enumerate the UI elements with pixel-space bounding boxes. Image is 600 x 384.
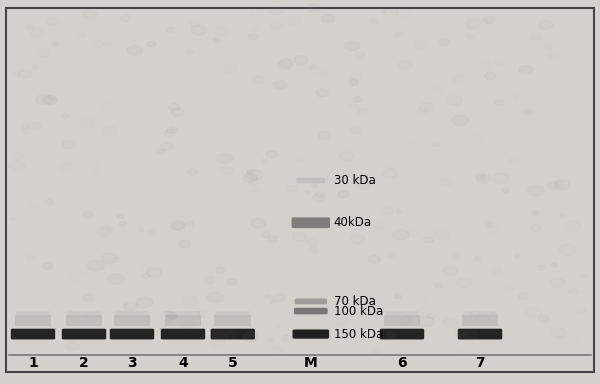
- Circle shape: [43, 96, 56, 104]
- Circle shape: [179, 240, 191, 248]
- Bar: [214, 315, 251, 326]
- Text: 6: 6: [397, 356, 407, 370]
- Circle shape: [316, 89, 328, 97]
- Circle shape: [171, 108, 184, 116]
- Bar: [461, 315, 499, 326]
- Circle shape: [294, 56, 308, 65]
- Circle shape: [214, 39, 219, 42]
- Bar: [215, 311, 250, 316]
- Circle shape: [116, 214, 124, 219]
- FancyBboxPatch shape: [295, 299, 327, 304]
- Circle shape: [170, 220, 185, 230]
- FancyBboxPatch shape: [161, 329, 205, 339]
- Circle shape: [63, 141, 76, 149]
- Circle shape: [268, 237, 277, 243]
- Bar: [164, 315, 202, 326]
- FancyBboxPatch shape: [293, 329, 329, 339]
- Text: 40kDa: 40kDa: [334, 216, 372, 229]
- Circle shape: [247, 170, 263, 180]
- Bar: [67, 311, 101, 316]
- Circle shape: [119, 222, 127, 226]
- Text: 100 kDa: 100 kDa: [334, 305, 383, 318]
- Bar: [65, 315, 103, 326]
- Bar: [14, 315, 52, 326]
- Text: 30 kDa: 30 kDa: [334, 174, 376, 187]
- Circle shape: [477, 175, 490, 184]
- Circle shape: [227, 279, 237, 285]
- FancyBboxPatch shape: [211, 329, 255, 339]
- Circle shape: [169, 103, 180, 111]
- Circle shape: [349, 79, 359, 85]
- Circle shape: [262, 232, 271, 238]
- Bar: [463, 311, 497, 316]
- FancyBboxPatch shape: [62, 329, 106, 339]
- FancyBboxPatch shape: [296, 177, 325, 183]
- FancyBboxPatch shape: [292, 217, 330, 228]
- Circle shape: [251, 218, 265, 228]
- Bar: [385, 311, 419, 316]
- Circle shape: [268, 338, 272, 341]
- Text: 150 kDa: 150 kDa: [334, 328, 383, 341]
- Circle shape: [424, 237, 433, 243]
- Circle shape: [136, 297, 153, 308]
- Bar: [383, 315, 421, 326]
- Bar: [113, 315, 151, 326]
- Circle shape: [345, 41, 359, 51]
- Circle shape: [167, 127, 177, 133]
- Circle shape: [279, 59, 293, 68]
- Text: 7: 7: [475, 356, 485, 370]
- Circle shape: [532, 211, 539, 215]
- Circle shape: [127, 45, 143, 55]
- Bar: [166, 311, 200, 316]
- FancyBboxPatch shape: [380, 329, 424, 339]
- Text: 1: 1: [28, 356, 38, 370]
- Circle shape: [338, 191, 349, 198]
- Circle shape: [43, 263, 52, 270]
- Circle shape: [474, 256, 481, 260]
- Circle shape: [160, 311, 176, 321]
- Circle shape: [216, 267, 224, 273]
- Bar: [16, 311, 50, 316]
- Circle shape: [393, 230, 409, 240]
- Circle shape: [53, 42, 59, 46]
- Text: 4: 4: [178, 356, 188, 370]
- Circle shape: [485, 72, 496, 79]
- Circle shape: [386, 332, 395, 338]
- FancyBboxPatch shape: [11, 329, 55, 339]
- Circle shape: [436, 283, 443, 288]
- Text: 3: 3: [127, 356, 137, 370]
- FancyBboxPatch shape: [294, 308, 328, 314]
- Text: 5: 5: [228, 356, 238, 370]
- Circle shape: [394, 294, 401, 298]
- Circle shape: [167, 314, 175, 319]
- Circle shape: [243, 173, 257, 182]
- Text: 70 kDa: 70 kDa: [334, 295, 376, 308]
- Circle shape: [243, 332, 259, 342]
- Circle shape: [353, 97, 362, 102]
- Circle shape: [418, 317, 434, 327]
- FancyBboxPatch shape: [458, 329, 502, 339]
- Text: M: M: [304, 356, 317, 370]
- Circle shape: [519, 65, 533, 74]
- Circle shape: [322, 14, 335, 23]
- Text: 2: 2: [79, 356, 89, 370]
- Bar: [115, 311, 149, 316]
- Circle shape: [452, 115, 469, 126]
- FancyBboxPatch shape: [110, 329, 154, 339]
- Circle shape: [311, 184, 317, 188]
- Circle shape: [313, 194, 325, 202]
- Circle shape: [551, 263, 558, 267]
- Circle shape: [147, 41, 156, 47]
